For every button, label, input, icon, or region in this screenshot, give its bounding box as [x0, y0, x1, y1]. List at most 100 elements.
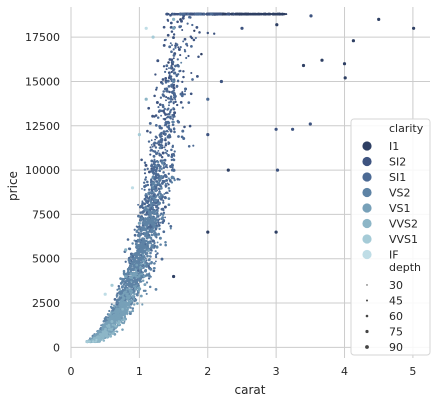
legend-hue-marker: [362, 172, 372, 182]
data-point: [136, 275, 139, 279]
data-point: [140, 244, 144, 248]
data-point: [162, 208, 165, 212]
data-point: [135, 299, 138, 301]
data-point: [169, 225, 173, 228]
data-point: [154, 204, 157, 207]
data-point: [118, 302, 122, 306]
data-point: [137, 203, 140, 206]
data-point: [133, 303, 136, 306]
data-point: [161, 160, 164, 163]
data-point: [167, 141, 170, 144]
data-point: [147, 231, 150, 234]
y-axis-label: price: [6, 171, 20, 201]
data-point: [156, 204, 159, 207]
data-point: [132, 272, 136, 276]
data-point: [164, 70, 167, 73]
data-point: [235, 12, 239, 16]
legend-size-label: 60: [389, 310, 403, 323]
data-point: [145, 213, 148, 216]
data-point: [113, 297, 117, 301]
data-point: [167, 143, 170, 146]
data-point: [227, 12, 231, 16]
data-point: [165, 99, 167, 102]
data-point: [158, 195, 162, 199]
legend: clarity I1 SI2 SI1 VS2 VS1 VVS2 VVS1 IF depth 3…: [350, 118, 431, 356]
legend-size-marker: [365, 314, 369, 318]
data-point: [111, 332, 115, 335]
data-point: [108, 309, 111, 313]
data-point: [142, 181, 146, 184]
data-point: [185, 56, 188, 60]
data-point: [121, 295, 125, 298]
data-point: [98, 340, 101, 343]
data-point: [139, 294, 143, 298]
data-point: [153, 94, 156, 98]
data-point: [140, 273, 144, 276]
data-point: [136, 250, 139, 254]
data-point: [110, 306, 113, 309]
data-point: [172, 86, 176, 90]
data-point: [117, 298, 120, 302]
data-point: [186, 12, 190, 16]
data-point: [232, 13, 235, 16]
data-point: [148, 170, 151, 174]
data-point: [133, 266, 136, 269]
data-point: [251, 12, 255, 16]
data-point: [123, 305, 126, 308]
data-point: [146, 129, 149, 133]
data-point: [170, 50, 173, 54]
data-point: [132, 285, 136, 288]
data-point: [159, 135, 162, 138]
data-point: [172, 101, 175, 104]
data-point: [158, 103, 162, 106]
data-point: [160, 155, 164, 159]
data-point: [160, 193, 163, 197]
data-point: [193, 29, 196, 32]
data-point: [143, 188, 146, 191]
data-point: [147, 277, 151, 280]
legend-hue-marker: [362, 203, 372, 213]
data-point: [190, 71, 193, 75]
data-point: [141, 201, 145, 205]
data-point: [120, 314, 124, 318]
data-point: [157, 225, 160, 228]
data-point: [179, 45, 182, 49]
data-point: [284, 13, 287, 16]
data-point: [192, 38, 196, 42]
data-point: [173, 150, 176, 153]
data-point: [141, 279, 145, 282]
data-point: [162, 109, 165, 113]
data-point: [159, 96, 163, 99]
data-point: [198, 31, 201, 34]
data-point: [187, 101, 191, 104]
data-point: [141, 187, 143, 190]
y-tick-labels: 0 2500 5000 7500 10000 12500 15000 17500: [25, 31, 60, 354]
data-point: [103, 292, 107, 296]
data-point: [182, 40, 185, 43]
data-point: [190, 45, 193, 48]
data-point: [136, 238, 140, 242]
legend-hue-marker: [362, 234, 372, 244]
data-point: [144, 194, 147, 197]
data-point: [163, 205, 167, 209]
data-point: [172, 53, 176, 57]
data-point: [271, 12, 275, 16]
data-point: [165, 116, 168, 119]
data-point: [169, 165, 172, 169]
data-point: [171, 153, 175, 156]
data-point: [176, 177, 180, 181]
data-point: [183, 37, 187, 41]
data-point: [102, 323, 105, 326]
data-point: [140, 205, 143, 208]
data-point: [128, 310, 131, 313]
data-point: [155, 260, 157, 263]
data-point: [161, 144, 164, 147]
data-point: [170, 181, 174, 184]
data-point: [181, 29, 184, 31]
data-point: [176, 103, 179, 107]
data-point: [172, 83, 176, 86]
data-point: [176, 20, 179, 24]
data-point: [164, 182, 167, 185]
data-point: [159, 243, 162, 246]
data-point: [169, 97, 173, 101]
